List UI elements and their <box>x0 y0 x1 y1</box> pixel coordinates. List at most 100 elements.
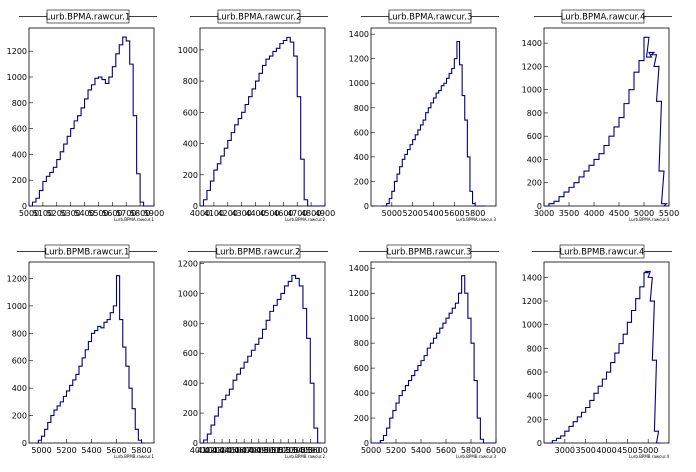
y-tick-label: 600 <box>12 357 27 366</box>
x-tick-label: 4500 <box>227 446 247 455</box>
histogram-series <box>29 36 154 207</box>
x-tick-label: 5600 <box>307 446 327 455</box>
histogram-series <box>548 270 661 444</box>
chart-title: Lurb.BPMA.rawcur.2 <box>217 13 302 23</box>
x-tick-label: 5600 <box>102 209 122 218</box>
x-tick-label: 4000 <box>190 209 210 218</box>
x-tick-label: 5400 <box>293 446 313 455</box>
x-tick-label: 5600 <box>444 209 464 218</box>
plot-frame <box>28 27 155 207</box>
histogram-series <box>200 36 325 207</box>
x-tick-label: 5000 <box>638 446 658 455</box>
histogram-panel: Lurb.BPMB.rawcur.3 0 200 400 600 800 1000 1200 1… <box>349 244 506 459</box>
y-tick-label: 200 <box>354 414 369 423</box>
x-axis-label: Lurb.BPMA.rawcur.1 <box>114 217 154 222</box>
y-tick-label: 1200 <box>7 274 27 283</box>
x-axis-label: Lurb.BPMB.rawcur.4 <box>629 454 669 459</box>
x-tick-label: 5600 <box>436 446 456 455</box>
chart-title: Lurb.BPMB.rawcur.2 <box>216 248 301 258</box>
x-tick-label: 5100 <box>271 446 291 455</box>
chart-title-box: Lurb.BPMB.rawcur.1 <box>17 244 157 259</box>
x-axis-label: Lurb.BPMA.rawcur.3 <box>456 217 496 222</box>
plot-frame <box>370 261 497 444</box>
x-tick-label: 4000 <box>596 446 616 455</box>
chart-title: Lurb.BPMB.rawcur.4 <box>560 248 645 258</box>
x-tick-label: 5800 <box>131 446 151 455</box>
y-tick-label: 200 <box>12 412 27 421</box>
x-tick-label: 3500 <box>559 209 579 218</box>
plot-frame <box>199 27 326 207</box>
plot-frame <box>370 27 497 207</box>
chart-title-box: Lurb.BPMA.rawcur.3 <box>361 9 499 24</box>
x-tick-label: 5500 <box>88 209 108 218</box>
chart-title-box: Lurb.BPMA.rawcur.1 <box>19 9 157 24</box>
y-tick-label: 1000 <box>178 46 198 55</box>
y-tick-label: 0 <box>22 439 27 448</box>
y-tick-label: 1000 <box>349 314 369 323</box>
x-tick-label: 5400 <box>423 209 443 218</box>
x-axis-label: Lurb.BPMB.rawcur.3 <box>456 454 496 459</box>
chart-title: Lurb.BPMA.rawcur.3 <box>388 13 473 23</box>
plot-frame <box>543 261 670 444</box>
y-tick-label: 800 <box>354 339 369 348</box>
chart-title: Lurb.BPMB.rawcur.3 <box>387 248 472 258</box>
y-tick-label: 1200 <box>522 297 542 306</box>
y-tick-label: 0 <box>537 439 542 448</box>
x-tick-label: 5200 <box>47 209 67 218</box>
x-axis-label: Lurb.BPMB.rawcur.2 <box>285 454 325 459</box>
y-tick-label: 1400 <box>349 264 369 273</box>
x-tick-label: 4700 <box>241 446 261 455</box>
y-tick-label: 600 <box>527 368 542 377</box>
y-tick-label: 0 <box>364 439 369 448</box>
x-tick-label: 4900 <box>256 446 276 455</box>
y-tick-label: 600 <box>183 108 198 117</box>
x-tick-label: 4500 <box>609 209 629 218</box>
x-tick-label: 5000 <box>263 446 283 455</box>
histogram-series <box>381 40 486 207</box>
y-tick-label: 0 <box>193 439 198 448</box>
y-tick-label: 200 <box>354 177 369 186</box>
x-tick-label: 4100 <box>204 209 224 218</box>
x-tick-label: 5500 <box>659 209 679 218</box>
x-tick-label: 4600 <box>273 209 293 218</box>
y-tick-label: 400 <box>12 150 27 159</box>
y-tick-label: 1400 <box>522 39 542 48</box>
x-tick-label: 5800 <box>461 446 481 455</box>
chart-title-box: Lurb.BPMB.rawcur.4 <box>532 244 672 259</box>
chart-title: Lurb.BPMA.rawcur.4 <box>561 13 646 23</box>
x-tick-label: 5800 <box>130 209 150 218</box>
x-tick-label: 5200 <box>278 446 298 455</box>
x-tick-label: 5400 <box>411 446 431 455</box>
x-axis-label: Lurb.BPMA.rawcur.4 <box>629 217 669 222</box>
y-tick-label: 400 <box>12 384 27 393</box>
y-tick-label: 400 <box>527 392 542 401</box>
y-tick-label: 200 <box>12 176 27 185</box>
x-tick-label: 5000 <box>31 446 51 455</box>
x-tick-label: 5100 <box>33 209 53 218</box>
x-tick-label: 4300 <box>212 446 232 455</box>
plot-frame <box>199 261 326 444</box>
y-tick-label: 800 <box>354 104 369 113</box>
x-tick-label: 6000 <box>486 446 506 455</box>
x-tick-label: 5400 <box>81 446 101 455</box>
x-tick-label: 4200 <box>205 446 225 455</box>
x-tick-label: 4300 <box>231 209 251 218</box>
histogram-series <box>371 275 496 444</box>
y-tick-label: 1000 <box>522 86 542 95</box>
plot-frame <box>543 27 670 207</box>
x-tick-label: 4000 <box>190 446 210 455</box>
y-tick-label: 1200 <box>178 259 198 268</box>
y-tick-label: 800 <box>527 344 542 353</box>
y-tick-label: 400 <box>183 140 198 149</box>
histogram-panel: Lurb.BPMB.rawcur.4 0 200 400 600 800 1000 1200 1… <box>522 244 672 459</box>
x-tick-label: 4500 <box>259 209 279 218</box>
y-tick-label: 400 <box>183 379 198 388</box>
histogram-panel: Lurb.BPMA.rawcur.20200400600800100040004… <box>178 9 335 222</box>
x-tick-label: 5500 <box>300 446 320 455</box>
y-tick-label: 1400 <box>522 273 542 282</box>
y-tick-label: 600 <box>12 125 27 134</box>
y-tick-label: 800 <box>183 77 198 86</box>
y-tick-label: 0 <box>537 202 542 211</box>
y-tick-label: 200 <box>183 409 198 418</box>
